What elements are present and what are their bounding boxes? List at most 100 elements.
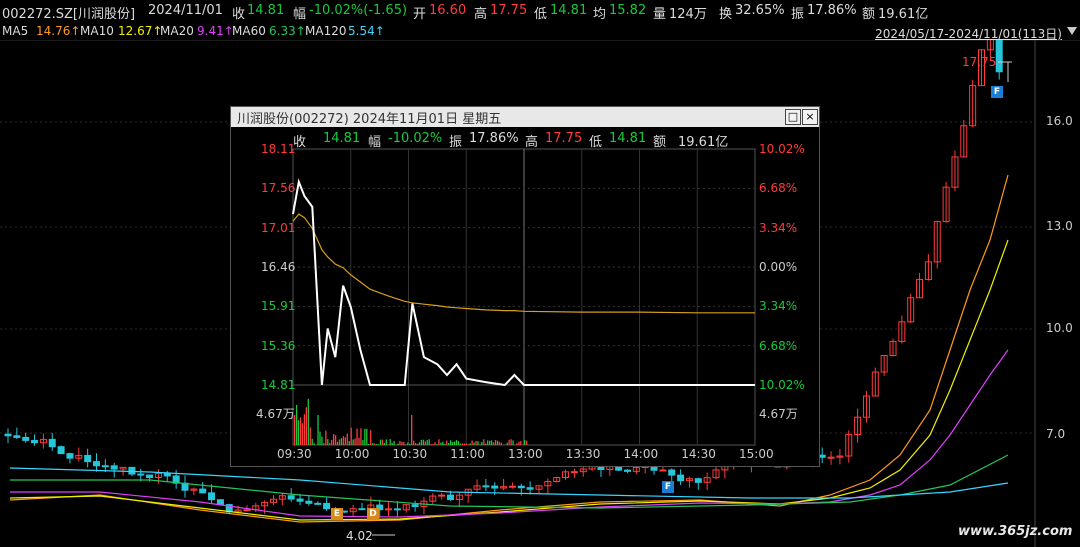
candle-body xyxy=(836,455,844,458)
volume-bar xyxy=(490,440,493,445)
candle-body xyxy=(208,492,216,501)
volume-bar xyxy=(457,441,460,445)
volume-bar xyxy=(311,438,313,445)
volume-bar xyxy=(401,441,403,445)
low-label: 低 xyxy=(534,7,548,22)
candle-body xyxy=(323,502,331,510)
candle-body xyxy=(119,466,127,470)
ma5-label: MA5 xyxy=(2,24,29,38)
candle-body xyxy=(261,501,269,507)
popup-amount-value: 19.61亿 xyxy=(678,135,729,150)
volume-bar xyxy=(407,442,409,445)
volume-bar xyxy=(500,442,502,445)
candle-body xyxy=(845,434,853,457)
popup-close-label: 收 xyxy=(293,135,307,150)
candle-body xyxy=(854,416,862,436)
right-percent-tick: 3.34% xyxy=(759,299,798,314)
amount-value: 19.61亿 xyxy=(878,7,929,22)
close-button[interactable]: × xyxy=(802,109,818,125)
left-price-tick: 15.91 xyxy=(261,299,296,314)
candle-body xyxy=(349,508,357,513)
candle-body xyxy=(703,477,711,483)
volume-bar xyxy=(506,442,508,445)
volume-bar xyxy=(432,443,434,445)
volume-bar xyxy=(379,439,382,445)
candle-body xyxy=(951,156,959,188)
volume-bar xyxy=(372,443,374,445)
turnover-value: 32.65% xyxy=(735,3,785,18)
volume-bar xyxy=(451,442,454,445)
candle-body xyxy=(482,485,490,488)
right-percent-tick: 0.00% xyxy=(759,260,798,274)
time-tick: 11:00 xyxy=(450,447,485,461)
flag-e-icon[interactable]: E xyxy=(331,508,343,520)
volume-bar xyxy=(438,439,440,445)
watermark: www.365jz.com xyxy=(958,524,1073,539)
restore-button[interactable]: □ xyxy=(785,109,801,125)
turnover-label: 换 xyxy=(719,7,733,22)
volume-bar xyxy=(481,441,483,445)
candle-body xyxy=(508,485,516,488)
volume-bar xyxy=(366,428,368,445)
volume-bar xyxy=(375,444,378,445)
candle-body xyxy=(942,186,950,223)
close-value: 14.81 xyxy=(247,3,285,18)
dropdown-arrow-icon[interactable] xyxy=(1066,25,1078,37)
volume-bar xyxy=(334,435,337,445)
intraday-chart[interactable] xyxy=(231,147,819,466)
ma10-value: 12.67↑ xyxy=(118,24,163,38)
volume-bar xyxy=(422,439,424,445)
left-price-tick: 16.46 xyxy=(261,260,296,274)
candle-body xyxy=(924,261,932,280)
volume-bar xyxy=(340,438,343,445)
candle-body xyxy=(500,486,508,489)
candle-body xyxy=(880,355,888,373)
volume-bar xyxy=(360,428,362,445)
candle-body xyxy=(553,477,561,483)
amplitude-value: 17.86% xyxy=(807,3,857,18)
low-value: 14.81 xyxy=(550,3,588,18)
kline-chart[interactable] xyxy=(0,40,1080,547)
volume-scale-label: 4.67万 xyxy=(759,407,798,421)
flag-d-icon[interactable]: D xyxy=(367,508,379,520)
intraday-popup-window[interactable]: 川润股份(002272) 2024年11月01日 星期五 □ × 收 14.81… xyxy=(230,106,820,467)
volume-bar xyxy=(412,440,415,445)
time-tick: 13:30 xyxy=(565,447,601,461)
flag-f-icon[interactable]: F xyxy=(991,86,1003,98)
popup-title: 川润股份(002272) 2024年11月01日 星期五 xyxy=(237,112,502,127)
volume-bar xyxy=(354,438,356,445)
stock-code: 002272.SZ[川润股份] xyxy=(2,7,136,22)
right-percent-tick: 6.68% xyxy=(759,181,798,196)
volume-bar xyxy=(424,441,426,445)
candle-body xyxy=(677,474,685,482)
popup-title-bar[interactable]: 川润股份(002272) 2024年11月01日 星期五 □ × xyxy=(231,107,819,127)
candle-body xyxy=(712,469,720,479)
volume-bar xyxy=(455,440,458,445)
volume-bar xyxy=(465,443,467,445)
flag-f-icon[interactable]: F xyxy=(662,481,674,493)
volume-bar xyxy=(313,443,315,445)
candle-body xyxy=(978,49,985,87)
date-range-selector[interactable]: 2024/05/17-2024/11/01(113日) xyxy=(875,27,1062,41)
volume-bar xyxy=(317,415,319,445)
volume-bar xyxy=(368,443,370,445)
y-axis-tick: 10.0 xyxy=(1046,321,1073,335)
volume-bar xyxy=(434,442,436,445)
volume-bar xyxy=(516,443,518,445)
volume-bar xyxy=(397,443,399,445)
candle-body xyxy=(995,40,1003,73)
candle-body xyxy=(438,494,446,497)
candle-body xyxy=(491,485,499,489)
open-value: 16.60 xyxy=(429,3,467,18)
right-percent-tick: 10.02% xyxy=(759,142,805,156)
left-price-tick: 17.01 xyxy=(261,220,296,235)
volume-bar xyxy=(510,439,512,445)
volume-bar xyxy=(399,440,401,445)
volume-bar xyxy=(352,439,354,445)
volume-bar xyxy=(338,439,341,445)
high-label: 高 xyxy=(474,7,488,22)
popup-change-value: -10.02% xyxy=(388,131,443,146)
ma-line-4 xyxy=(9,467,1009,499)
time-tick: 15:00 xyxy=(739,447,774,461)
volume-bar xyxy=(444,444,446,445)
